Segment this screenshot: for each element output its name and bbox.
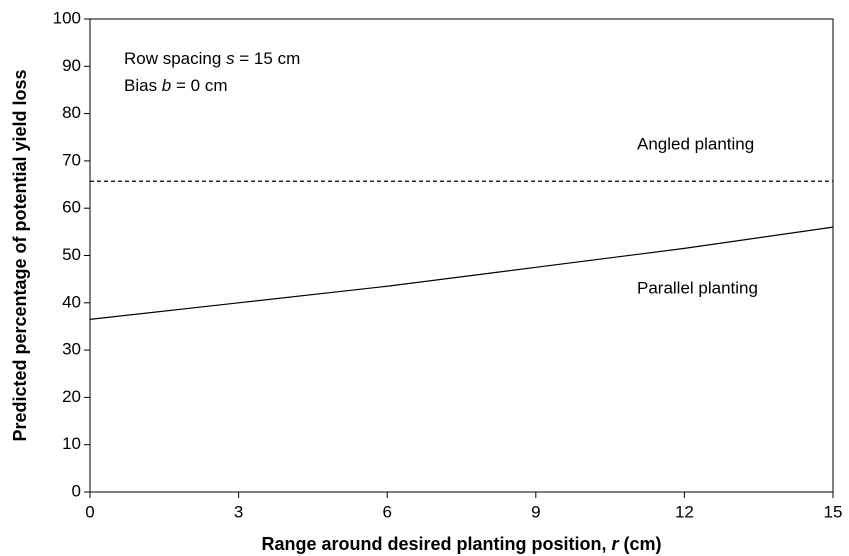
y-tick-label: 40 <box>62 292 81 311</box>
text-part: Predicted percentage of potential yield … <box>10 69 30 441</box>
y-tick-label: 70 <box>62 150 81 169</box>
text-part: Row spacing <box>124 49 226 68</box>
y-tick-label: 30 <box>62 340 81 359</box>
text-part: = 0 cm <box>171 76 227 95</box>
x-tick-label: 0 <box>85 502 94 521</box>
annotation: Row spacing s = 15 cm <box>124 49 300 68</box>
text-part: s <box>226 49 235 68</box>
x-axis-label: Range around desired planting position, … <box>261 534 661 554</box>
series-label: Angled planting <box>637 134 754 153</box>
series-label: Parallel planting <box>637 278 758 297</box>
x-tick-label: 15 <box>824 502 843 521</box>
y-tick-label: 60 <box>62 198 81 217</box>
text-part: Range around desired planting position, <box>261 534 611 554</box>
y-tick-label: 100 <box>53 8 81 27</box>
x-tick-label: 12 <box>675 502 694 521</box>
y-tick-label: 0 <box>72 481 81 500</box>
y-tick-label: 10 <box>62 434 81 453</box>
x-tick-label: 3 <box>234 502 243 521</box>
series-line <box>89 226 834 320</box>
y-tick-label: 50 <box>62 245 81 264</box>
x-tick-label: 6 <box>382 502 391 521</box>
text-part: b <box>162 76 171 95</box>
y-tick-label: 90 <box>62 56 81 75</box>
text-part: = 15 cm <box>235 49 301 68</box>
annotation: Bias b = 0 cm <box>124 76 227 95</box>
x-tick-label: 9 <box>531 502 540 521</box>
text-part: Bias <box>124 76 162 95</box>
y-tick-label: 20 <box>62 387 81 406</box>
text-part: r <box>611 534 619 554</box>
y-axis-label: Predicted percentage of potential yield … <box>10 69 30 441</box>
y-tick-label: 80 <box>62 103 81 122</box>
text-part: (cm) <box>619 534 662 554</box>
